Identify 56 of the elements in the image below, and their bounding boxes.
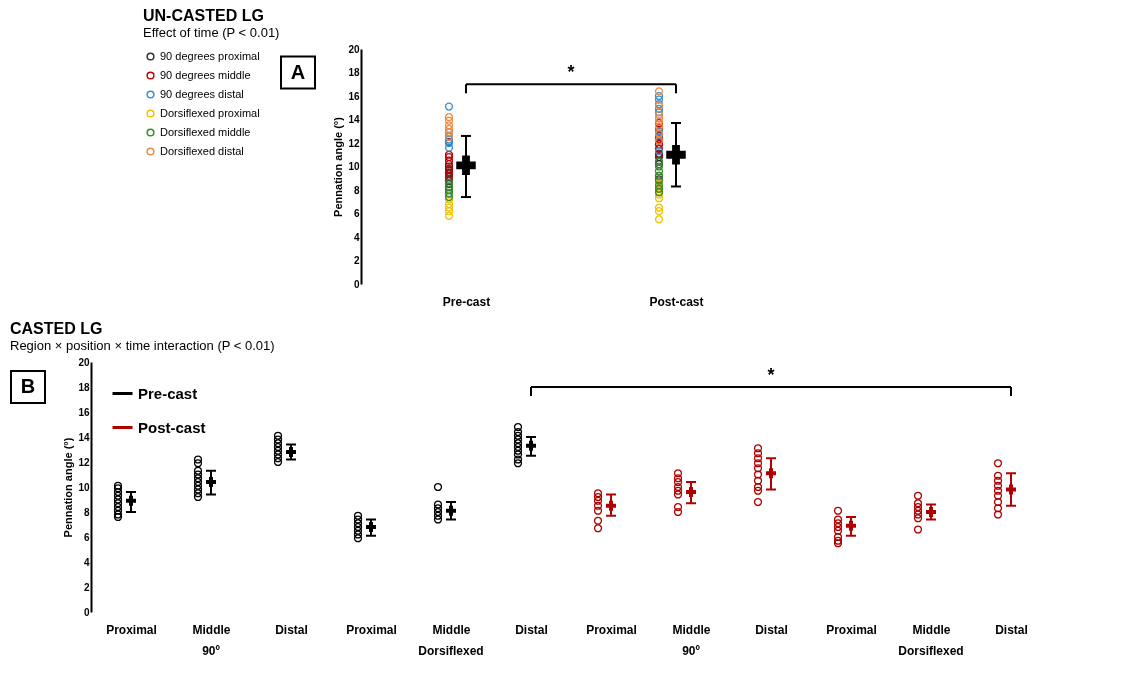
- y-tick-label: 4: [353, 231, 360, 243]
- y-tick-label: 14: [348, 114, 360, 125]
- legend-label: Post-cast: [138, 418, 206, 436]
- x-tick-label: Middle: [672, 622, 711, 637]
- x-tick-label: Distal: [995, 622, 1028, 637]
- y-tick-label: 0: [83, 606, 90, 618]
- text: UN-CASTED LG: [143, 7, 264, 24]
- legend-label: Dorsiflexed middle: [160, 125, 251, 138]
- x-tick-label: Middle: [912, 622, 951, 637]
- text: 90º: [682, 644, 701, 658]
- chart-subtitle: Region × position × time interaction (P < 0.01): [10, 338, 275, 353]
- x-tick-label: Distal: [755, 622, 788, 637]
- y-tick-label: 6: [353, 208, 360, 219]
- y-tick-label: 2: [83, 581, 90, 593]
- text: B: [20, 375, 36, 397]
- y-tick-label: 4: [83, 556, 90, 568]
- x-tick-label: Proximal: [586, 622, 637, 637]
- y-tick-label: 14: [78, 431, 90, 443]
- x-tick-label: Proximal: [106, 622, 157, 637]
- y-tick-label: 8: [83, 506, 90, 518]
- y-tick-label: 16: [348, 90, 360, 102]
- legend-label: Dorsiflexed proximal: [160, 106, 260, 119]
- legend-label: 90 degrees middle: [160, 68, 251, 81]
- x-tick-label: Middle: [192, 622, 231, 637]
- text: Effect of time (P < 0.01): [143, 25, 280, 40]
- y-axis-title: Pennation angle (°): [332, 116, 345, 217]
- y-tick-label: 8: [353, 184, 360, 196]
- x-tick-label: Proximal: [346, 622, 397, 637]
- x-tick-label: Distal: [275, 622, 308, 637]
- x-tick-label: Middle: [432, 622, 471, 637]
- chart-title: CASTED LG: [10, 320, 103, 337]
- y-tick-label: 16: [78, 406, 90, 418]
- y-axis-title: Pennation angle (°): [62, 437, 75, 538]
- x-tick-label: Proximal: [826, 622, 877, 637]
- text: Dorsiflexed: [898, 644, 964, 658]
- text: Dorsiflexed: [418, 644, 484, 658]
- y-tick-label: 12: [348, 137, 360, 149]
- legend-label: 90 degrees distal: [160, 87, 244, 100]
- text: A: [290, 60, 306, 83]
- annotation: *: [767, 365, 775, 385]
- y-tick-label: 12: [78, 456, 90, 468]
- y-tick-label: 20: [348, 43, 360, 55]
- legend-label: Pre-cast: [138, 384, 198, 402]
- annotation: *: [567, 62, 575, 83]
- x-tick-label: Distal: [515, 622, 548, 637]
- legend-label: 90 degrees proximal: [160, 49, 260, 62]
- y-tick-label: 0: [353, 278, 360, 290]
- y-tick-label: 20: [78, 356, 90, 368]
- legend-label: Dorsiflexed distal: [160, 144, 244, 157]
- y-tick-label: 10: [78, 481, 90, 493]
- y-tick-label: 18: [348, 67, 360, 78]
- y-tick-label: 6: [83, 531, 90, 543]
- y-tick-label: 2: [353, 255, 360, 266]
- y-tick-label: 10: [348, 161, 360, 172]
- y-tick-label: 18: [78, 381, 90, 393]
- text: 90º: [202, 644, 221, 658]
